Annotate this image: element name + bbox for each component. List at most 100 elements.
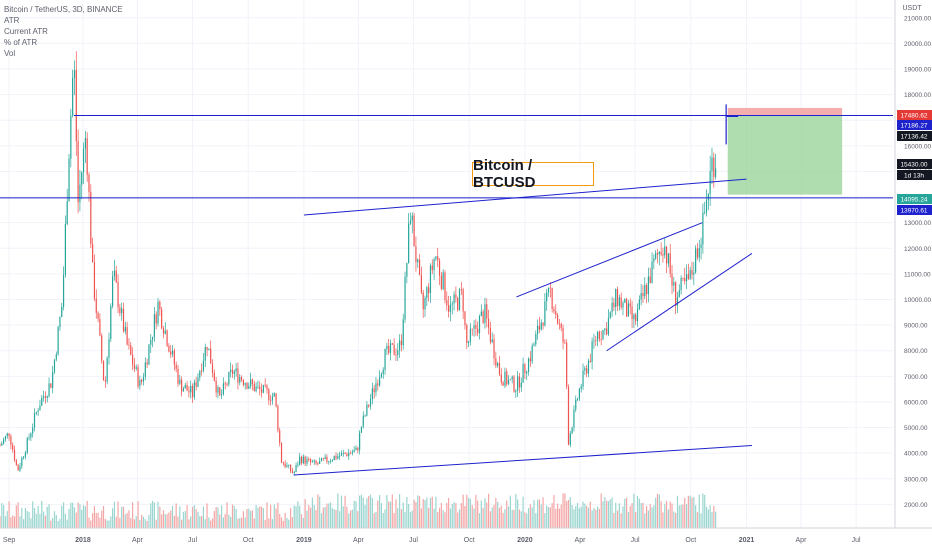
time-tick-label: Apr bbox=[796, 537, 808, 544]
volume-bar bbox=[181, 519, 183, 528]
candle-body bbox=[131, 354, 134, 365]
candle-body bbox=[57, 327, 59, 355]
candle-body bbox=[359, 432, 361, 451]
volume-bar bbox=[230, 516, 232, 528]
volume-bar bbox=[66, 519, 68, 528]
candle-body bbox=[464, 311, 466, 326]
volume-bar bbox=[511, 509, 513, 528]
candle-body bbox=[435, 256, 437, 260]
volume-bar bbox=[306, 510, 308, 528]
volume-bar bbox=[179, 506, 181, 528]
candle-body bbox=[542, 322, 544, 326]
candle-body bbox=[79, 184, 81, 203]
candle-body bbox=[444, 272, 446, 301]
volume-bar bbox=[478, 513, 481, 528]
volume-bar bbox=[190, 516, 192, 528]
time-tick-label: 2020 bbox=[517, 537, 533, 544]
volume-bar bbox=[359, 495, 361, 528]
candle-body bbox=[524, 364, 526, 374]
volume-bar bbox=[13, 516, 16, 528]
volume-bar bbox=[415, 502, 417, 528]
volume-bar bbox=[133, 519, 136, 528]
volume-bar bbox=[210, 520, 212, 528]
price-tag bbox=[897, 194, 932, 204]
volume-bar bbox=[704, 494, 706, 528]
candle-body bbox=[511, 376, 513, 380]
volume-bar bbox=[248, 508, 250, 528]
candle-body bbox=[70, 115, 72, 159]
volume-bar bbox=[208, 517, 210, 528]
candle-body bbox=[251, 379, 254, 384]
volume-bar bbox=[489, 511, 491, 528]
volume-bar bbox=[173, 515, 175, 528]
volume-bar bbox=[311, 497, 313, 528]
price-tick-label: 12000.00 bbox=[904, 246, 931, 253]
volume-bar bbox=[70, 502, 72, 528]
candle-body bbox=[420, 275, 422, 293]
volume-bar bbox=[486, 502, 488, 528]
volume-bar bbox=[477, 500, 479, 528]
volume-bar bbox=[627, 512, 630, 528]
price-tick-label: 2000.00 bbox=[904, 502, 928, 509]
time-axis[interactable]: Sep 2018 Apr Jul Oct 2019 Apr Jul Oct 2020 Apr Jul O… bbox=[0, 527, 932, 544]
candle-body bbox=[244, 383, 246, 385]
candle-body bbox=[197, 377, 199, 387]
candle-body bbox=[219, 387, 221, 396]
candle-body bbox=[382, 369, 384, 374]
volume-bar bbox=[616, 510, 619, 528]
long-position-tool[interactable] bbox=[727, 107, 843, 195]
candle-body bbox=[705, 200, 708, 213]
chart-annotation-label[interactable]: Bitcoin / BTCUSD bbox=[472, 157, 594, 191]
candle-body bbox=[93, 262, 96, 299]
candle-body bbox=[651, 261, 653, 283]
candle-body bbox=[486, 304, 488, 319]
candle-body bbox=[437, 256, 439, 261]
volume-bar bbox=[636, 495, 639, 528]
candle-body bbox=[99, 318, 101, 336]
volume-bar bbox=[50, 520, 52, 528]
volume-bar bbox=[613, 513, 615, 528]
candle-body bbox=[299, 456, 301, 465]
candle-body bbox=[478, 316, 481, 334]
candle-body bbox=[106, 357, 108, 382]
volume-bar bbox=[33, 508, 36, 528]
candle-body bbox=[379, 377, 381, 386]
volume-bar bbox=[573, 509, 575, 528]
candle-body bbox=[190, 385, 192, 393]
volume-bar bbox=[467, 497, 470, 528]
candle-body bbox=[191, 385, 194, 398]
volume-bar bbox=[273, 504, 275, 528]
candle-body bbox=[431, 265, 433, 270]
volume-bar bbox=[26, 510, 28, 528]
candle-body bbox=[73, 70, 76, 78]
candle-body bbox=[669, 253, 671, 274]
candle-body bbox=[92, 244, 94, 263]
price-tick-label: 3000.00 bbox=[904, 476, 928, 483]
volume-bar bbox=[126, 513, 128, 528]
candle-body bbox=[95, 298, 97, 313]
volume-bar bbox=[137, 501, 139, 528]
volume-bar bbox=[52, 518, 54, 528]
candle-body bbox=[584, 368, 586, 371]
candle-body bbox=[259, 386, 261, 390]
candle-body bbox=[453, 294, 455, 304]
candle-body bbox=[647, 276, 650, 295]
candle-body bbox=[517, 376, 519, 391]
trendlines[interactable] bbox=[0, 104, 893, 476]
candle-body bbox=[77, 141, 79, 203]
volume-bar bbox=[35, 513, 37, 528]
volume-bar bbox=[455, 503, 457, 528]
volume-bar bbox=[409, 512, 412, 528]
price-axis[interactable]: USDT 2000.00 3000.00 4000.00 5000.00 6000.00 7… bbox=[894, 0, 931, 528]
volume-bar bbox=[564, 493, 566, 528]
volume-bar bbox=[438, 507, 441, 528]
volume-bar bbox=[250, 510, 252, 528]
candle-body bbox=[353, 450, 355, 453]
candle-body bbox=[253, 383, 255, 392]
volume-bar bbox=[104, 518, 106, 528]
volume-bar bbox=[413, 499, 415, 528]
volume-bar bbox=[629, 506, 631, 528]
volume-bar bbox=[135, 516, 137, 528]
time-tick-label: 2019 bbox=[296, 537, 312, 544]
